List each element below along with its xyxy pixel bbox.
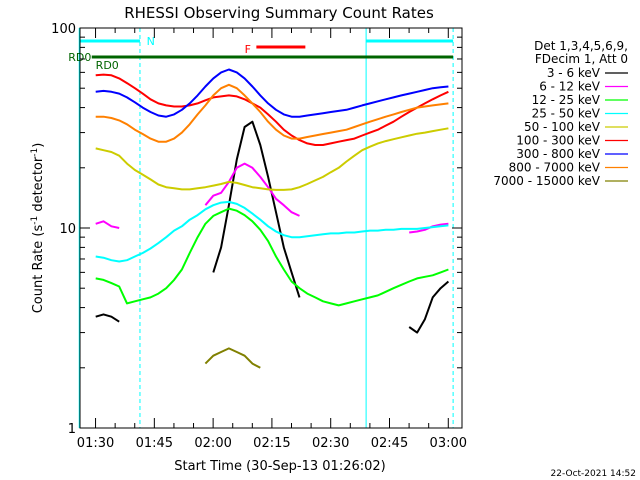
x-axis-label: Start Time (30-Sep-13 01:26:02) <box>174 459 385 474</box>
annotation-label-2: F <box>245 43 251 56</box>
axes: 1 10 100 01:30 01:45 02:00 02:15 02:30 02:45 03:0… <box>51 22 467 451</box>
annotation-label-1: N <box>147 35 155 48</box>
legend-label-2: 6 - 12 keV <box>539 80 601 94</box>
legend-label-7: 300 - 800 keV <box>516 147 600 161</box>
series-line-8 <box>95 83 449 143</box>
y-tick-label-1: 1 <box>68 422 76 437</box>
legend-label-4: 25 - 50 keV <box>532 107 601 121</box>
legend-label-3: 12 - 25 keV <box>532 93 601 107</box>
footer-timestamp: 22-Oct-2021 14:52 <box>551 469 636 479</box>
x-tick-label-2: 01:45 <box>136 436 173 451</box>
x-tick-label-5: 02:30 <box>312 436 349 451</box>
series-line-3 <box>95 207 449 307</box>
legend-header-line-2: FDecim 1, Att 0 <box>535 52 628 66</box>
chart-title: RHESSI Observing Summary Count Rates <box>124 4 434 22</box>
legend-header-line-1: Det 1,3,4,5,6,9, <box>534 39 628 53</box>
annotation-label-4: RD0 <box>96 59 119 72</box>
y-tick-label-2: 10 <box>59 222 76 237</box>
x-tick-label-7: 03:00 <box>430 436 467 451</box>
y-axis-label: Count Rate (s-1 detector-1) <box>30 143 46 314</box>
series-line-7 <box>95 68 449 118</box>
series-line-6 <box>95 73 449 146</box>
legend: Det 1,3,4,5,6,9, FDecim 1, Att 0 3 - 6 k… <box>493 39 628 188</box>
legend-label-6: 100 - 300 keV <box>516 134 600 148</box>
series-line-1 <box>95 120 450 334</box>
x-tick-label-3: 02:00 <box>194 436 231 451</box>
x-tick-label-4: 02:15 <box>253 436 290 451</box>
y-tick-label-3: 100 <box>51 22 76 37</box>
legend-label-9: 7000 - 15000 keV <box>493 174 600 188</box>
legend-label-8: 800 - 7000 keV <box>509 161 601 175</box>
legend-label-1: 3 - 6 keV <box>547 66 601 80</box>
series-line-9 <box>204 347 261 369</box>
series-line-5 <box>95 127 449 191</box>
legend-label-5: 50 - 100 keV <box>524 120 601 134</box>
x-tick-label-6: 02:45 <box>371 436 408 451</box>
series-line-4 <box>95 200 449 263</box>
x-tick-label-1: 01:30 <box>77 436 114 451</box>
